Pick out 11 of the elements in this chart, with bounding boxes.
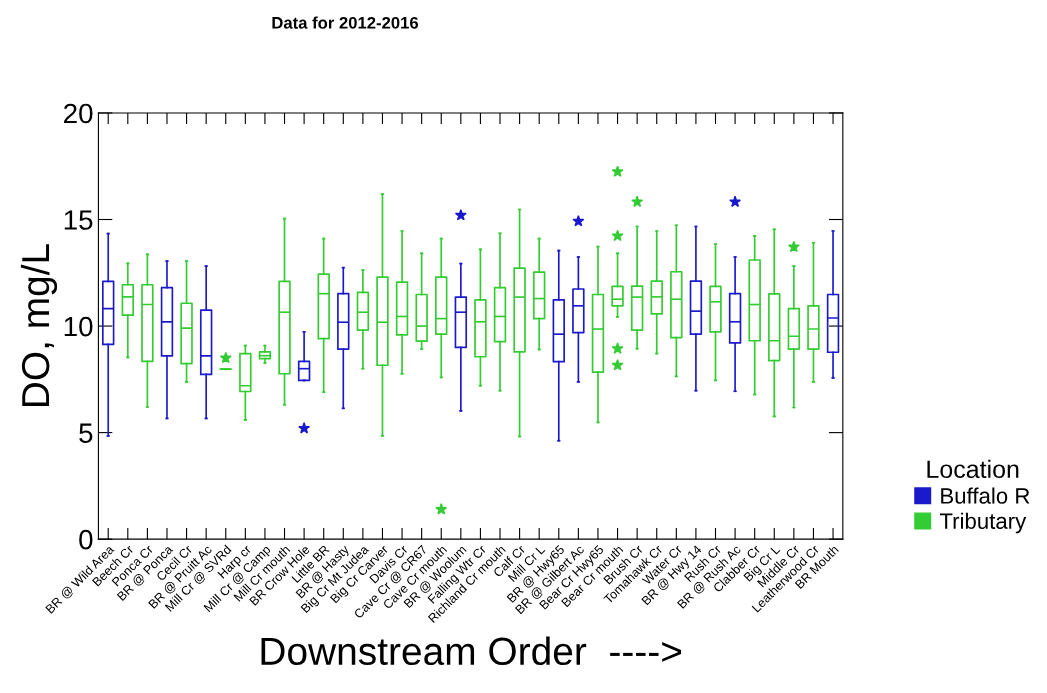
y-tick-label: 20 — [64, 103, 93, 124]
y-tick-label: 10 — [64, 316, 93, 337]
legend-label: Tributary — [939, 512, 1027, 534]
y-axis-title: DO, mg/L — [20, 244, 58, 407]
y-tick-label: 15 — [64, 210, 93, 230]
legend-title: Location — [927, 459, 1019, 479]
y-tick-label: 0 — [79, 529, 93, 550]
y-tick-label: 5 — [79, 423, 93, 443]
chart-title: Data for 2012-2016 — [272, 16, 419, 29]
x-axis-title: Downstream Order ----> — [261, 636, 682, 666]
legend-label: Buffalo R — [941, 487, 1030, 504]
